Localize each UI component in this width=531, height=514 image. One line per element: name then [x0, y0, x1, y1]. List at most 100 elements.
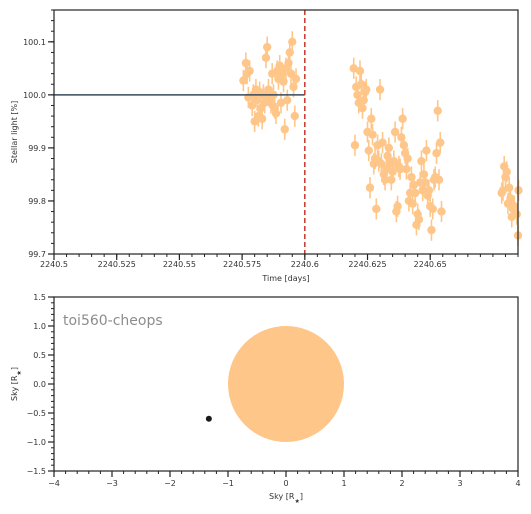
data-point [387, 175, 396, 184]
data-point [417, 156, 426, 166]
data-point [399, 141, 409, 150]
x-tick-label: −2 [164, 479, 176, 488]
data-point [502, 167, 511, 176]
data-point [436, 138, 445, 147]
data-point [260, 98, 269, 108]
x-tick-label: 2240.625 [348, 260, 386, 269]
data-point [398, 114, 407, 123]
sky-y-label: Sky [R★] [10, 367, 23, 401]
data-point [247, 101, 257, 110]
data-point [286, 69, 296, 78]
sky-x-ticks: −4 −3 −2 −1 0 1 2 3 4 [48, 471, 521, 488]
x-tick-label: 2240.5 [40, 260, 68, 269]
light-curve-frame [53, 9, 519, 255]
data-point [414, 215, 424, 224]
data-point [433, 106, 442, 115]
data-point [367, 114, 376, 123]
light-curve-y-ticks: 99.7 99.8 99.9 100.0 100.1 [23, 9, 54, 259]
x-tick-label: −1 [222, 479, 234, 488]
x-tick-label: 2240.55 [163, 260, 196, 269]
data-point [403, 154, 412, 163]
y-tick-label: 1.0 [33, 322, 46, 331]
data-point [402, 164, 411, 174]
x-tick-label: 2240.65 [414, 260, 447, 269]
y-tick-label: 0.0 [33, 380, 46, 389]
x-tick-label: 0 [283, 479, 288, 488]
light-curve-x-label: Time [days] [261, 274, 309, 283]
sky-view-panel: −4 −3 −2 −1 0 1 2 3 4 −1.5 −1.0 −0.5 0.0 0.5 1.0 1.5 t… [10, 293, 521, 505]
data-point [505, 183, 514, 192]
data-point [241, 58, 251, 68]
data-point [424, 186, 434, 195]
sky-frame [53, 296, 519, 472]
data-point [410, 188, 420, 198]
data-point [261, 53, 271, 62]
x-tick-label: 2240.525 [98, 260, 136, 269]
data-point [362, 85, 371, 94]
data-point [264, 85, 273, 94]
data-point [350, 141, 360, 150]
x-tick-label: −3 [106, 479, 118, 488]
data-point [498, 186, 508, 195]
data-point [358, 103, 367, 113]
data-point [372, 204, 381, 214]
data-point [353, 90, 362, 100]
y-tick-label: 0.5 [33, 351, 46, 360]
data-point [355, 66, 365, 76]
sky-y-ticks: −1.5 −1.0 −0.5 0.0 0.5 1.0 1.5 [27, 293, 54, 476]
y-tick-label: 100.1 [23, 38, 46, 47]
data-point [388, 167, 397, 176]
sky-x-label: Sky [R★] [269, 492, 303, 505]
sky-title: toi560-cheops [63, 313, 163, 329]
planet-dot [205, 415, 212, 422]
data-point [395, 164, 405, 174]
y-tick-label: 99.9 [28, 144, 46, 153]
data-point [239, 76, 248, 85]
data-point [384, 143, 394, 153]
data-point [349, 64, 358, 73]
y-tick-label: −0.5 [27, 409, 46, 418]
x-tick-label: 4 [515, 479, 520, 488]
data-point [291, 74, 301, 84]
data-point [393, 202, 402, 211]
data-point [276, 98, 286, 108]
data-point [271, 109, 281, 118]
data-point [421, 178, 430, 187]
data-point [279, 77, 288, 86]
data-point [283, 95, 292, 105]
data-point [375, 85, 385, 94]
data-point [427, 225, 436, 235]
data-point [437, 207, 446, 216]
data-point [378, 138, 387, 147]
data-point [262, 42, 272, 52]
data-point [419, 170, 429, 179]
data-point [380, 175, 390, 184]
data-point [434, 175, 444, 184]
data-point [364, 146, 373, 155]
data-point [432, 149, 441, 158]
star-disk [228, 326, 344, 442]
data-point [257, 114, 267, 123]
x-tick-label: 3 [457, 479, 462, 488]
y-tick-label: −1.5 [27, 467, 46, 476]
y-tick-label: 99.7 [28, 250, 46, 259]
data-point [245, 66, 254, 76]
data-point [512, 210, 521, 219]
data-point [422, 146, 431, 155]
data-point [428, 204, 437, 214]
data-point [290, 111, 299, 121]
x-tick-label: 2240.575 [223, 260, 261, 269]
data-point [390, 127, 400, 137]
data-point [365, 183, 375, 192]
y-tick-label: −1.0 [27, 438, 46, 447]
y-tick-label: 1.5 [33, 293, 46, 302]
data-point [389, 156, 399, 166]
x-tick-label: 2240.6 [291, 260, 319, 269]
data-point [368, 130, 377, 139]
x-tick-label: 2 [399, 479, 404, 488]
y-tick-label: 99.8 [28, 197, 46, 206]
light-curve-x-ticks: 2240.5 2240.525 2240.55 2240.575 2240.6 2240.… [40, 254, 519, 269]
data-point [288, 37, 297, 47]
data-point [280, 125, 289, 134]
light-curve-y-label: Stellar light [%] [10, 101, 19, 163]
